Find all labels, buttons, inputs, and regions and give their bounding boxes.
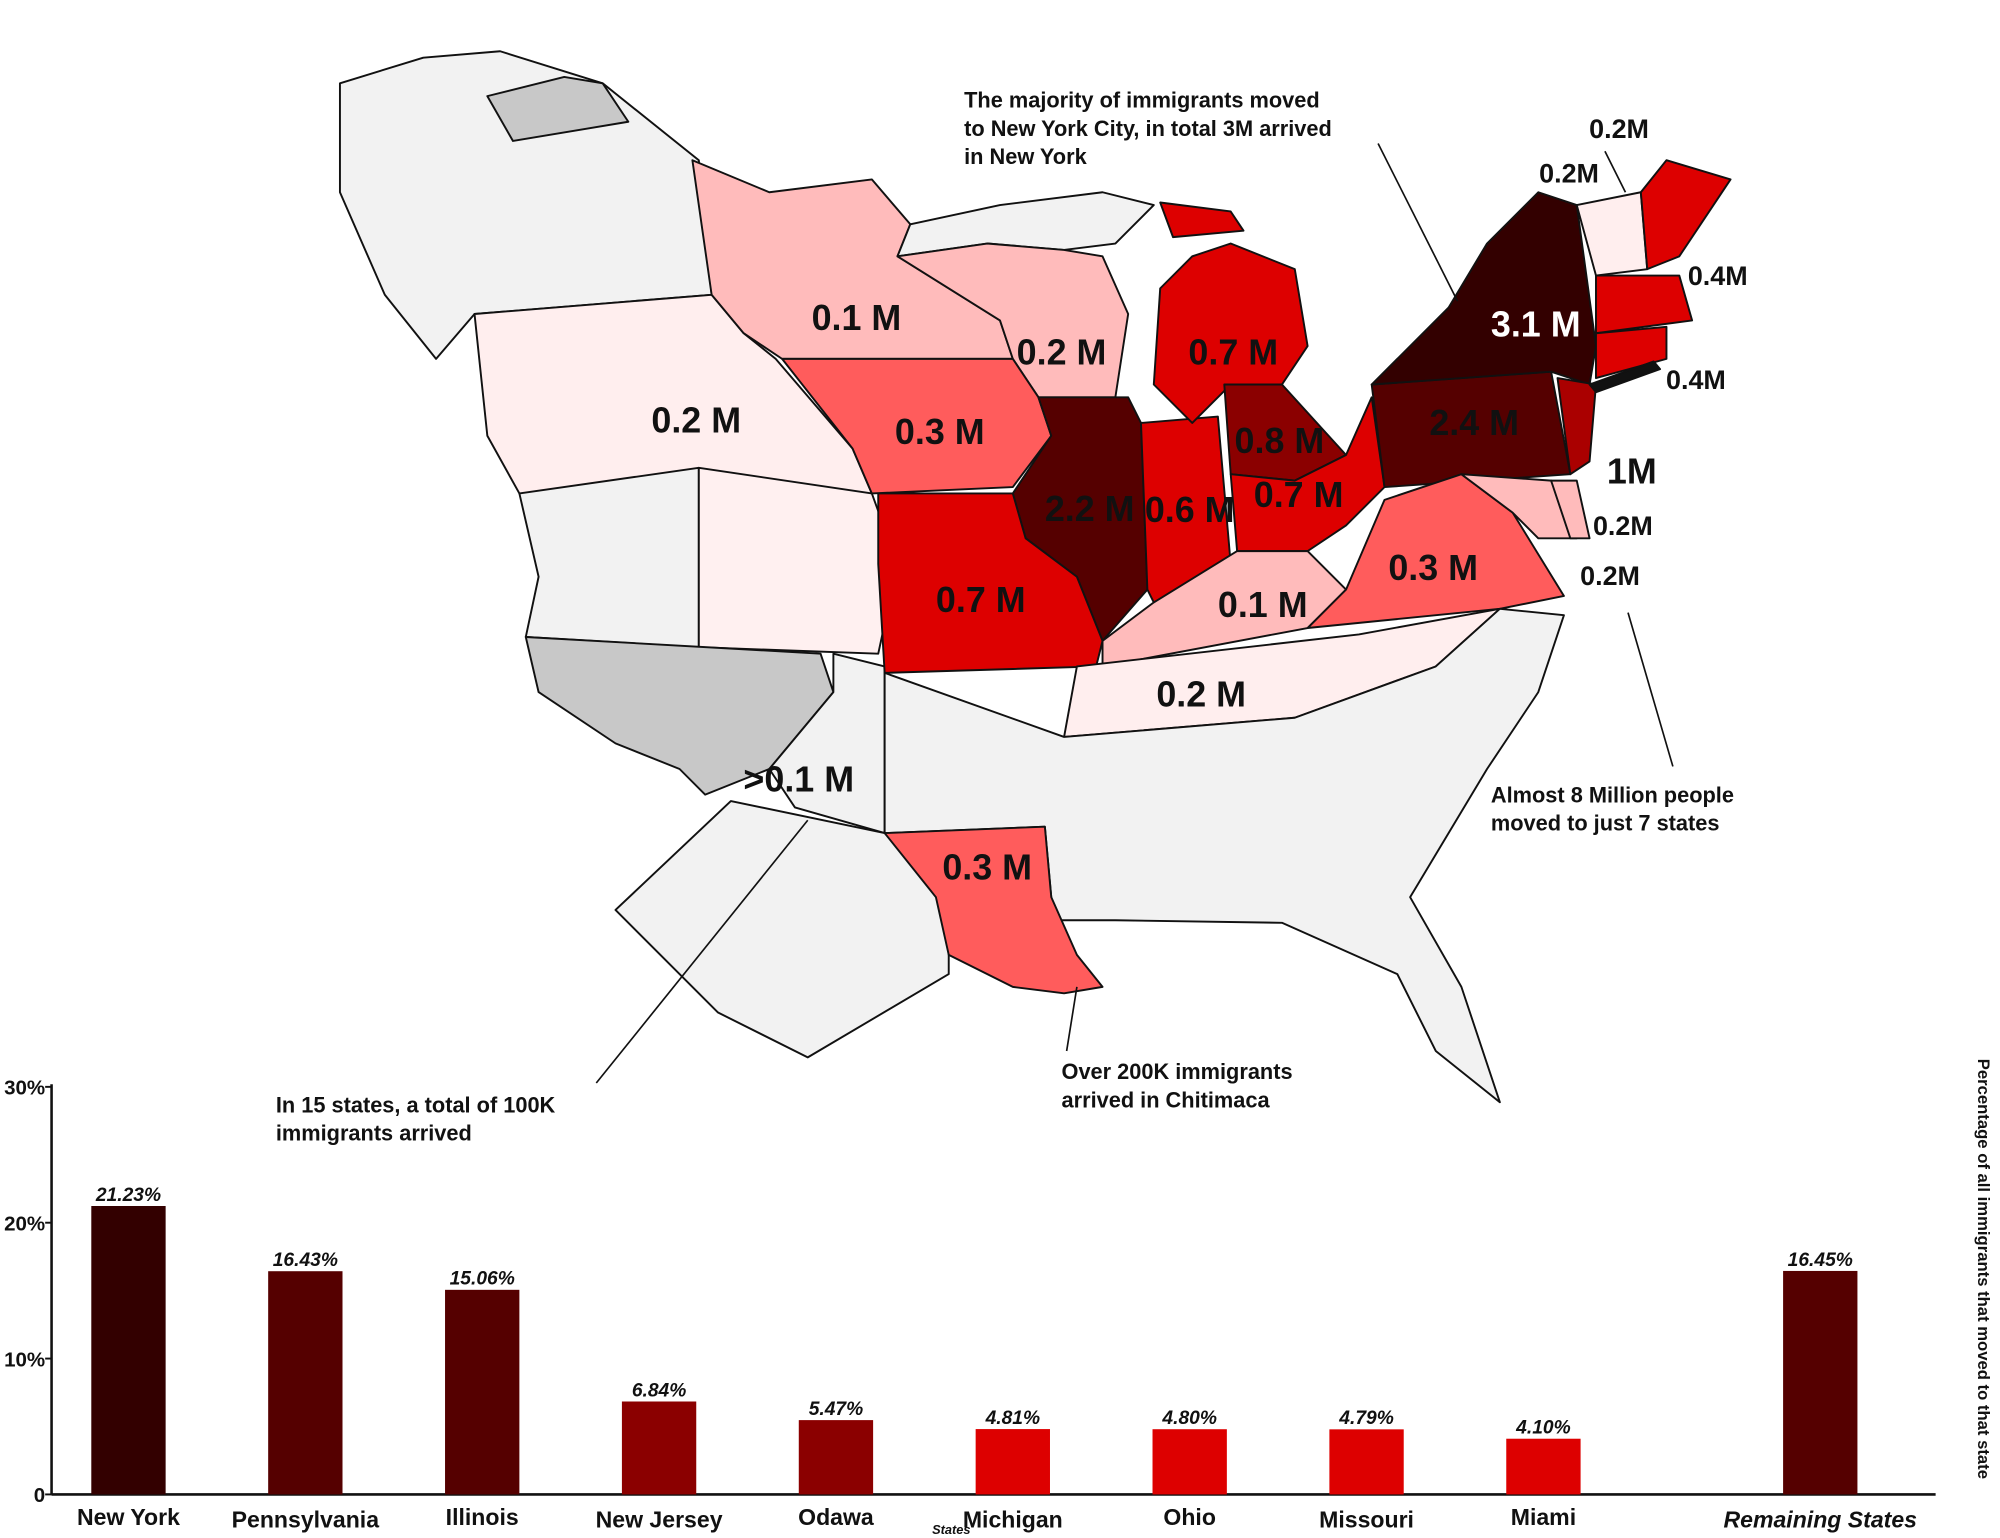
map-label: 0.2 M [1017,333,1107,373]
state [1159,201,1245,239]
state [1460,473,1578,540]
map-label: 0.2M [1539,159,1599,189]
x-tick-label: Ohio [1163,1504,1216,1530]
map-label: 0.1 M [1218,585,1308,625]
value-label: 16.45% [1788,1250,1853,1271]
map-label: 0.7 M [1254,475,1344,515]
map-label: 0.3 M [895,412,985,452]
x-tick-label: Remaining States [1724,1507,1918,1533]
annotation: In 15 states, a total of 100K immigrants … [276,1092,556,1145]
map-label: 0.2M [1593,511,1653,541]
state [486,75,630,142]
value-label: 5.47% [809,1399,864,1420]
bar [975,1429,1050,1495]
y-tick-label: 30% [4,1077,45,1100]
state [1556,377,1597,476]
map-label: 0.2 M [1156,675,1246,715]
state [697,466,899,655]
x-tick-label: Pennsylvania [232,1507,380,1533]
map-label: 1M [1607,452,1657,492]
y-tick-label: 10% [4,1348,45,1371]
leader-line [1065,986,1078,1052]
bar [91,1205,166,1495]
island [1588,360,1662,394]
state [1639,159,1732,271]
state [518,466,700,649]
annotation: The majority of immigrants moved to New Y… [964,88,1332,169]
state [1595,274,1694,335]
value-label: 4.10% [1515,1418,1571,1439]
value-label: 4.81% [985,1408,1041,1429]
map [338,50,1732,1104]
map-label: 0.4M [1688,261,1748,291]
bar [1783,1270,1858,1495]
map-label: 0.7 M [936,580,1026,620]
state [896,242,1130,399]
x-tick-label: Illinois [446,1504,519,1530]
map-label: 0.6 M [1145,490,1235,530]
state [1370,191,1597,386]
state [883,825,1104,995]
x-tick-label: Missouri [1319,1507,1414,1533]
state [1595,325,1668,380]
bar [621,1401,697,1495]
value-label: 6.84% [632,1380,687,1401]
bar [1152,1429,1227,1495]
annotation: Almost 8 Million people moved to just 7 s… [1491,782,1734,835]
bar-chart: States Percentage of all immigrants that… [4,1059,1993,1537]
leader-line [1604,150,1627,193]
leader-line [1627,612,1674,767]
x-tick-label: New Jersey [596,1507,723,1533]
map-label: 2.2 M [1045,489,1135,529]
value-label: 4.79% [1338,1408,1394,1429]
map-labels: 0.1 M 0.2 M 0.7 M 0.2 M 0.3 M 0.8 M 2.4 … [651,114,1747,888]
bar [445,1289,520,1495]
map-label: 0.7 M [1188,333,1278,373]
annotation: Over 200K immigrants arrived in Chitimaca [1062,1059,1293,1112]
bar [1329,1429,1404,1495]
leader-lines [595,143,1674,1084]
map-label: 0.3 M [942,848,1032,888]
map-label: 0.8 M [1235,421,1325,461]
y-tick-label: 20% [4,1212,45,1235]
y-axis-label: Percentage of all immigrants that moved … [1974,1059,1993,1479]
value-label: 4.80% [1161,1408,1217,1429]
x-tick-label: Michigan [963,1507,1063,1533]
bar [268,1271,343,1495]
state [781,357,1053,495]
leader-line [595,819,809,1084]
bar [798,1420,874,1495]
map-label: 0.3 M [1388,548,1478,588]
state [524,636,835,796]
state [1152,242,1309,424]
value-label: 21.23% [95,1185,161,1206]
map-label: 0.4M [1666,365,1726,395]
state [1550,479,1591,540]
map-label: 3.1 M [1491,304,1581,344]
x-axis-label: States [932,1522,970,1537]
map-label: 0.2M [1580,561,1640,591]
map-label: 0.2 M [651,400,741,440]
state [1575,191,1649,277]
map-label: 0.2M [1589,114,1649,144]
value-label: 15.06% [450,1269,515,1290]
y-tick-label: 0 [34,1484,45,1507]
map-label: >0.1 M [743,759,854,799]
x-tick-label: New York [77,1504,180,1530]
x-tick-label: Odawa [798,1504,874,1530]
leader-line [1377,143,1459,302]
value-label: 16.43% [273,1250,338,1271]
bar [1506,1438,1581,1495]
x-tick-label: Miami [1511,1504,1576,1530]
map-label: 2.4 M [1429,403,1519,443]
annotations: The majority of immigrants moved to New Y… [276,88,1734,1146]
map-label: 0.1 M [812,298,902,338]
